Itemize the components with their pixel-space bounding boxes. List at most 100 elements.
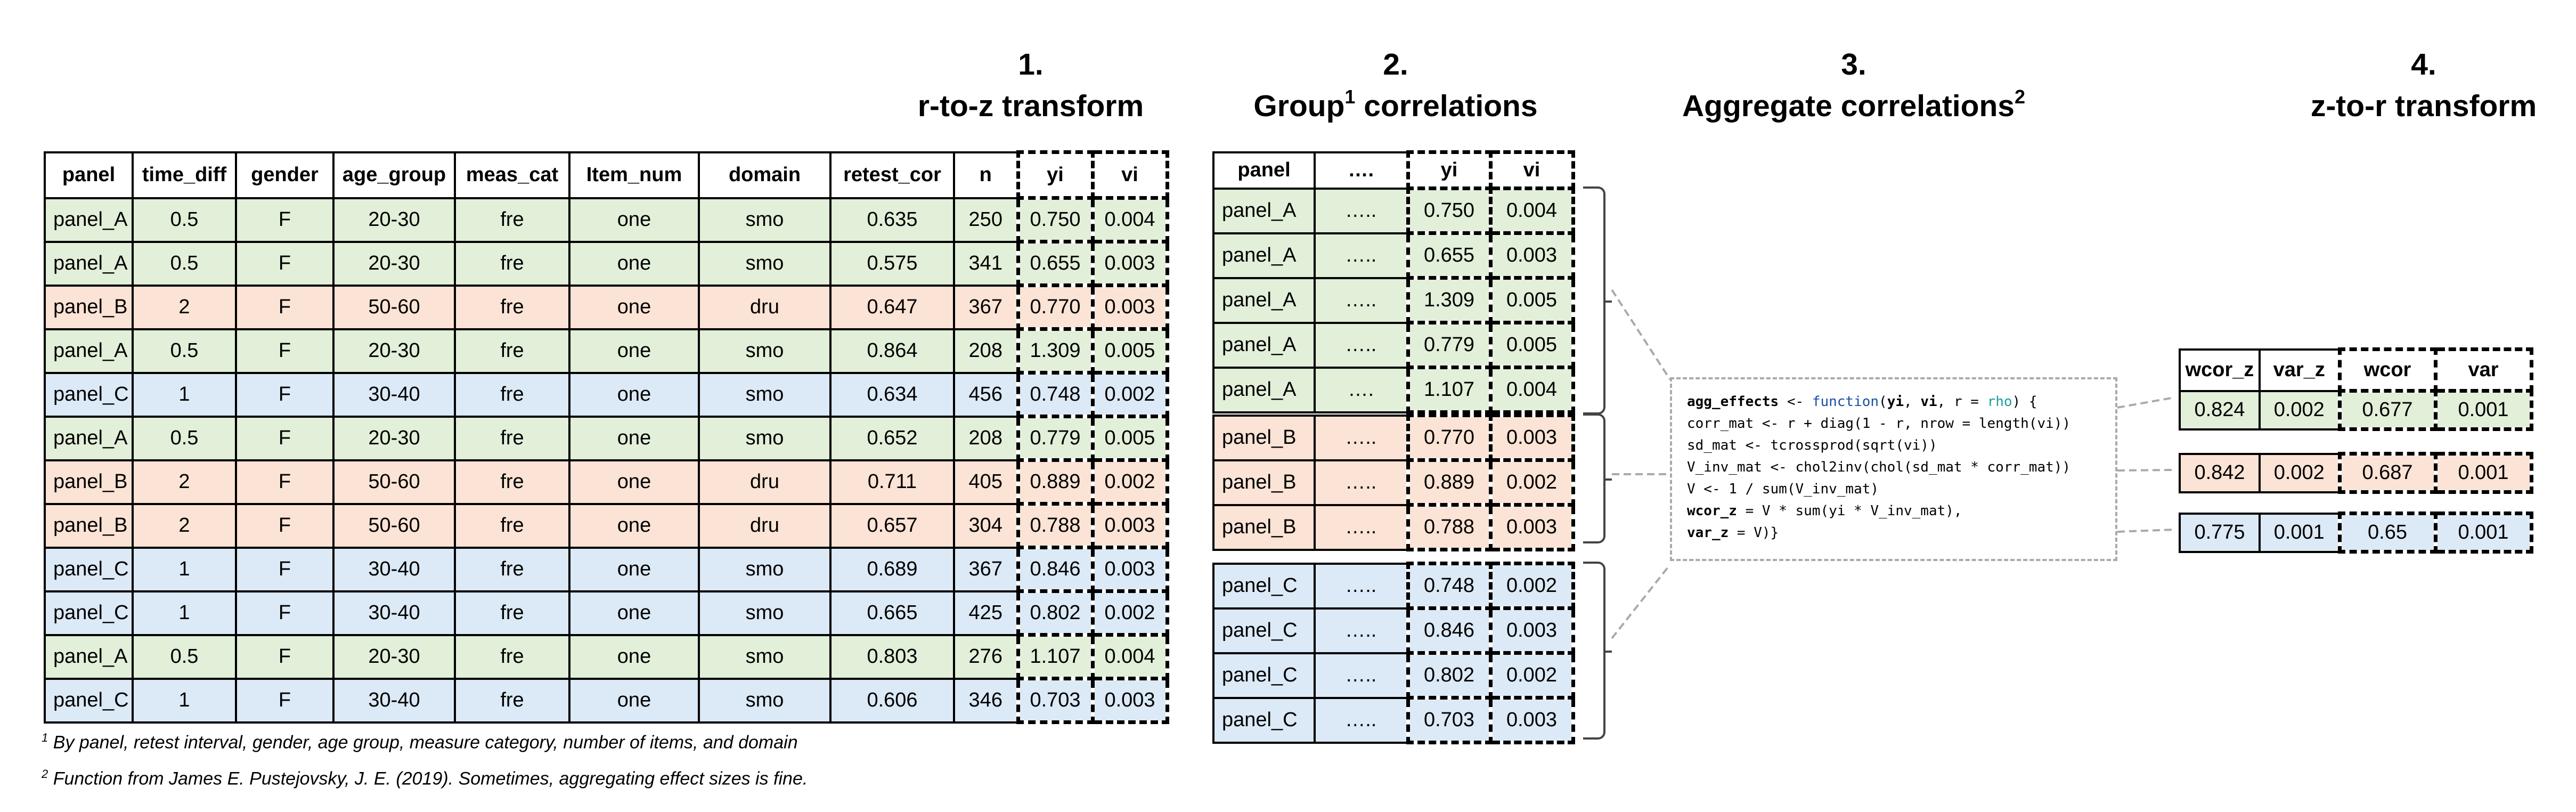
table-cell: 0.703 [1016,677,1095,724]
table-cell: 0.665 [829,590,955,636]
table-cell: 405 [953,459,1019,505]
table-cell: one [568,459,700,505]
table-cell: ….. [1314,607,1409,654]
footnote-ref-1: 1 [1344,86,1356,108]
step-4-number: 4. [2411,47,2436,82]
table-cell: 1.107 [1016,633,1095,680]
table-cell: smo [698,677,832,724]
table-row: panel_C….. 0.748 0.002 [1212,562,1575,610]
table-cell: ….. [1314,321,1409,369]
table-cell: panel_C [1212,562,1316,610]
table-cell: smo [698,197,832,243]
col-header: age_group [332,151,456,199]
table-cell: panel_A [44,197,134,243]
table-cell: smo [698,634,832,680]
table-cell: 0.750 [1016,196,1095,243]
col-header: n [953,151,1019,199]
table-cell: 0.842 [2179,452,2261,493]
table-cell: F [235,634,335,680]
table-cell: 1.107 [1406,366,1493,414]
table-cell: panel_B [44,502,134,549]
col-header: domain [698,151,832,199]
table-cell: 0.5 [132,197,237,243]
code-line-7: var_z = V)} [1687,525,1779,541]
table-cell: panel_C [1212,607,1316,654]
table-cell: 50-60 [332,284,456,330]
step-1-number: 1. [1018,47,1044,82]
table-cell: 0.802 [1406,651,1493,700]
result-table-c: 0.775 0.001 0.65 0.001 [2179,511,2533,554]
table-cell: 208 [953,328,1019,374]
table-cell: 0.846 [1406,606,1493,655]
table-cell: one [568,590,700,636]
table-row: panel_C 1 F 30-40 fre one smo 0.665 425 0.802 0.00… [44,589,1169,637]
col-header: panel [44,151,134,199]
table-cell: fre [454,197,570,243]
table-cell: 0.750 [1406,186,1493,235]
step-1-title: 1. r-to-z transform [884,44,1177,127]
table-cell: 0.779 [1016,415,1095,462]
table-cell: smo [698,546,832,592]
table-cell: 425 [953,590,1019,636]
table-cell: ….. [1314,414,1409,461]
table-cell: smo [698,371,832,418]
table-cell: panel_C [44,590,134,636]
table-cell: 0.687 [2337,452,2438,494]
col-header: wcor [2337,347,2438,393]
table-cell: 0.703 [1406,696,1493,744]
table-cell: 0.748 [1406,562,1493,610]
table-cell: 0.003 [1488,696,1575,744]
table-row: 0.842 0.002 0.687 0.001 [2179,452,2533,494]
code-line-5: V <- 1 / sum(V_inv_mat) [1687,481,1879,497]
table-cell: 0.003 [1488,606,1575,655]
group-table-a: panel_A….. 0.750 0.004 panel_A….. 0.655 0.003… [1212,186,1575,414]
table-cell: ….. [1314,232,1409,279]
footnote-2: 2 Function from James E. Pustejovsky, J.… [42,767,808,789]
table-cell: fre [454,459,570,505]
step-2-number: 2. [1383,47,1408,82]
table-cell: 20-30 [332,415,456,461]
col-header: yi [1406,150,1493,190]
group-c-brace [1583,562,1612,740]
table-row: panel_B….. 0.889 0.002 [1212,458,1575,507]
table-cell: 0.770 [1016,283,1095,331]
col-header: time_diff [132,151,237,199]
table-cell: 0.001 [2433,389,2533,431]
col-header: vi [1488,150,1575,190]
table-cell: fre [454,590,570,636]
table-cell: 30-40 [332,546,456,592]
table-cell: 0.003 [1488,503,1575,551]
table-row: panel_A….. 0.779 0.005 [1212,321,1575,369]
table-cell: 0.655 [1016,240,1095,287]
table-cell: panel_C [44,371,134,418]
table-cell: 0.65 [2337,511,2438,554]
table-cell: 0.004 [1488,366,1575,414]
table-cell: ….. [1314,187,1409,234]
group-b-brace [1583,413,1612,543]
table-cell: 0.003 [1090,283,1169,331]
table-row: panel_B 2 F 50-60 fre one dru 0.657 304 0.788 0.00… [44,502,1169,549]
table-cell: panel_A [1212,321,1316,369]
table-row: panel_B 2 F 50-60 fre one dru 0.647 367 0.770 0.00… [44,283,1169,331]
col-header: var_z [2259,348,2341,392]
footnote-ref-2: 2 [2014,86,2026,108]
table-row: panel_A 0.5 F 20-30 fre one smo 0.864 208 1.309 0.… [44,327,1169,375]
table-cell: 0.5 [132,415,237,461]
group-table-c: panel_C….. 0.748 0.002 panel_C….. 0.846 0.003… [1212,562,1575,744]
table-cell: 0.677 [2337,389,2438,431]
table-cell: 1 [132,546,237,592]
table-cell: ….. [1314,562,1409,610]
connector-line [1611,564,1671,639]
table-cell: one [568,328,700,374]
table-cell: 0.846 [1016,546,1095,593]
table-cell: fre [454,502,570,549]
table-cell: 0.824 [2179,389,2261,431]
table-row: panel_A….. 0.655 0.003 [1212,231,1575,280]
table-cell: F [235,502,335,549]
table-cell: 0.002 [1090,589,1169,637]
table-cell: 0.634 [829,371,955,418]
table-cell: fre [454,371,570,418]
table-cell: fre [454,546,570,592]
table-cell: 0.5 [132,240,237,287]
